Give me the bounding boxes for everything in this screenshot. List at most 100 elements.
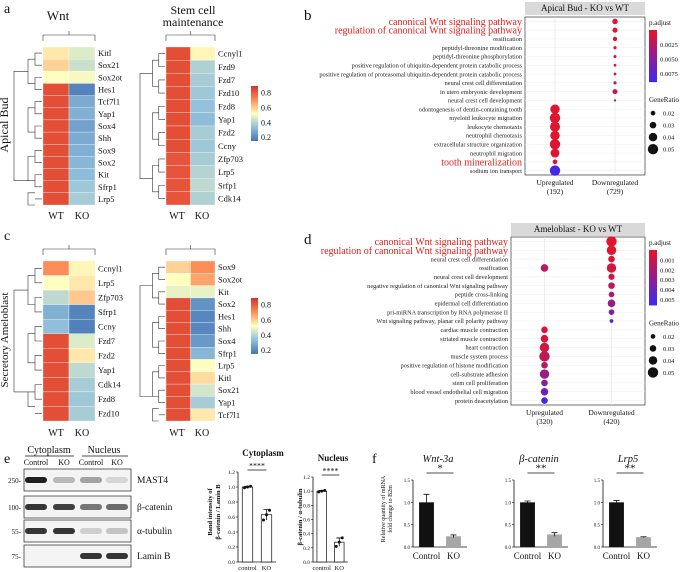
category-label: KO [335, 565, 345, 572]
heatmap-cell [68, 304, 96, 320]
heatmap-cell [165, 125, 191, 140]
dendrogram-branch [27, 275, 35, 305]
dendrogram-branch [158, 158, 165, 173]
term-label: tooth mineralization [441, 157, 522, 168]
enrichment-dot [550, 104, 560, 114]
heatmap-cell [165, 285, 191, 299]
enrichment-dot [613, 72, 617, 76]
bar-chart: 0.0 0.5 1.0 1.5 Control KO ** [505, 463, 568, 561]
panel-letter: f [372, 452, 377, 467]
category-label: control [238, 565, 257, 572]
heatmap-cell [190, 285, 216, 299]
heatmap-cell [68, 377, 96, 393]
heatmap-cell [42, 391, 70, 407]
enrichment-dot [613, 81, 617, 85]
fraction-label: Cytoplasm [27, 445, 71, 456]
mw-marker: 250- [8, 477, 22, 485]
dendrogram-branch [34, 174, 42, 188]
heatmap-cell [68, 83, 96, 96]
dendrogram-branch [158, 291, 165, 305]
dendrogram-branch [158, 316, 165, 329]
heatmap-title: Stem cell [171, 3, 217, 17]
heatmap-cell [68, 156, 96, 169]
y-tick-label: 1.5 [594, 479, 601, 484]
padj-tick: 0.0075 [660, 71, 678, 78]
dotplot-title: Ameloblast - KO vs WT [534, 224, 623, 234]
significance-label: ** [536, 463, 547, 475]
heatmap-cell [190, 260, 216, 274]
protein-label: Lamin B [137, 552, 171, 562]
enrichment-dot [612, 36, 618, 42]
gene-label: Ccnyl1 [218, 49, 243, 59]
bar-chart: 0.0 0.2 0.4 0.6 0.8 1.0 1.2 control KO **** [303, 467, 348, 572]
term-label: pri-miRNA transcription by RNA polymeras… [387, 309, 508, 316]
y-tick-label: 0.5 [505, 524, 512, 529]
dendrogram-branch [158, 365, 165, 379]
padj-colorbar [649, 250, 657, 306]
term-label: regulation of canonical Wnt signaling pa… [335, 26, 522, 37]
heatmap-cell [190, 191, 216, 206]
size-legend-tick: 0.03 [663, 123, 674, 130]
heatmap-cell [68, 71, 96, 84]
colorbar-tick: 0.8 [261, 301, 271, 310]
heatmap-cell [42, 59, 70, 72]
padj-tick: 0.003 [660, 277, 675, 284]
mw-marker: 75- [12, 553, 22, 561]
gene-label: Ccnyl1 [98, 263, 123, 273]
colorbar-tick: 0.4 [261, 118, 271, 127]
error-bar [613, 500, 620, 505]
y-tick-label: 0.6 [303, 518, 310, 524]
blot-band [80, 528, 102, 534]
data-point [334, 544, 338, 548]
column-dendrogram [42, 245, 96, 255]
heatmap-cell [190, 334, 216, 348]
size-legend-dot [649, 121, 657, 129]
y-tick-label: 0.0 [505, 546, 512, 551]
row-label: Secretory Ameloblast [0, 292, 11, 387]
term-label: extracellular structure organization [434, 141, 523, 148]
heatmap-cell [165, 297, 191, 311]
heatmap-cell [190, 46, 216, 61]
term-label: striated muscle contraction [440, 336, 509, 343]
gene-label: Kitl [98, 48, 112, 58]
heatmap-cell [68, 107, 96, 121]
padj-tick: 0.0025 [660, 42, 678, 49]
legend-title: GeneRatio [649, 319, 679, 327]
heatmap-cell [165, 359, 191, 372]
gene-label: Tcf7l1 [98, 97, 120, 107]
heatmap-cell [68, 406, 96, 422]
term-label: protein deacetylation [455, 398, 509, 405]
panel-letter: c [4, 229, 10, 244]
colorbar-tick: 0.2 [261, 133, 271, 142]
heatmap-cell [165, 322, 191, 335]
blot-band [80, 477, 102, 483]
gene-label: Fzd10 [218, 88, 239, 98]
dendrogram-branch [34, 77, 42, 90]
term-label: blood vessel endothelial cell migration [410, 389, 508, 396]
mw-marker: 55- [12, 528, 22, 536]
heatmap-cell [190, 152, 216, 166]
enrichment-dot [608, 309, 615, 315]
gene-label: Yap1 [218, 398, 236, 408]
heatmap-cell [68, 144, 96, 157]
term-label: Wnt signaling pathway, planar cell polar… [376, 318, 508, 325]
term-label: in utero embryonic development [440, 89, 522, 96]
enrichment-dot [612, 27, 618, 33]
dotplot-title: Apical Bud - KO vs WT [541, 3, 630, 13]
term-label: cardiac muscle contraction [441, 327, 509, 334]
gene-label: Fzd10 [98, 409, 119, 419]
heatmap-cell [190, 73, 216, 87]
heatmap-cell [190, 396, 216, 409]
heatmap-cell [190, 125, 216, 140]
colorbar-tick: 0.6 [261, 103, 271, 112]
error-bar [450, 534, 457, 538]
gene-label: Fzd8 [98, 394, 115, 404]
enrichment-dot [549, 112, 561, 124]
colorbar-gradient [251, 298, 258, 354]
padj-colorbar [649, 30, 657, 83]
strip-background [525, 2, 645, 15]
blot-frame [23, 544, 132, 568]
dendrogram-branch [34, 297, 42, 313]
significance-label: **** [249, 462, 265, 471]
